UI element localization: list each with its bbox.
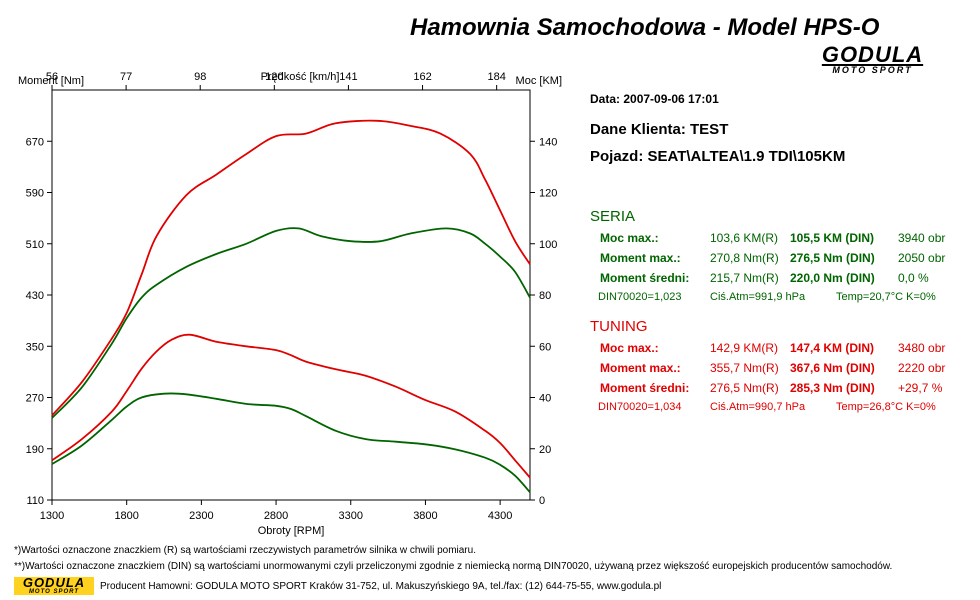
row-extra: 3480 obr xyxy=(898,341,946,355)
logo-text: GODULA xyxy=(22,575,86,590)
x2-axis-title: Prędkość [km/h] xyxy=(261,71,340,83)
footnote-r: *)Wartości oznaczone znaczkiem (R) są wa… xyxy=(14,545,476,556)
y-left-tick-label: 430 xyxy=(26,290,44,302)
row-r-value: 355,7 Nm(R) xyxy=(710,361,779,375)
y-right-tick-label: 40 xyxy=(539,393,551,405)
row-extra: 3940 obr xyxy=(898,231,946,245)
y-left-tick-label: 350 xyxy=(26,341,44,353)
godula-logo-small: GODULA MOTO SPORT xyxy=(14,575,94,595)
x2-tick-label: 98 xyxy=(194,71,206,83)
y-left-tick-label: 190 xyxy=(26,444,44,456)
x-tick-label: 1800 xyxy=(114,510,138,522)
y-left-tick-label: 670 xyxy=(26,136,44,148)
producer-info: Producent Hamowni: GODULA MOTO SPORT Kra… xyxy=(100,581,662,592)
x2-tick-label: 120 xyxy=(265,71,283,83)
godula-logo: GODULA MOTO SPORT xyxy=(815,42,930,76)
x-tick-label: 3300 xyxy=(339,510,363,522)
row-din-value: 105,5 KM (DIN) xyxy=(790,231,875,245)
chart-series xyxy=(51,119,531,493)
y-left-tick-label: 510 xyxy=(26,239,44,251)
row-r-value: 103,6 KM(R) xyxy=(710,231,779,245)
x-tick-label: 1300 xyxy=(40,510,64,522)
temperature: Temp=26,8°C K=0% xyxy=(836,401,936,413)
y-right-tick-label: 0 xyxy=(539,495,545,507)
row-label: Moc max.: xyxy=(600,341,659,355)
x2-tick-label: 77 xyxy=(120,71,132,83)
din-factor: DIN70020=1,034 xyxy=(598,401,682,413)
row-din-value: 220,0 Nm (DIN) xyxy=(790,271,875,285)
row-label: Moment średni: xyxy=(600,271,690,285)
atm-pressure: Ciś.Atm=991,9 hPa xyxy=(710,291,806,303)
x2-tick-label: 184 xyxy=(487,71,505,83)
x2-tick-label: 162 xyxy=(413,71,431,83)
y-left-axis-title: Moment [Nm] xyxy=(18,75,84,87)
row-din-value: 276,5 Nm (DIN) xyxy=(790,251,875,265)
row-r-value: 276,5 Nm(R) xyxy=(710,381,779,395)
seria-power-line xyxy=(51,227,531,419)
y-right-tick-label: 60 xyxy=(539,341,551,353)
row-r-value: 215,7 Nm(R) xyxy=(710,271,779,285)
seria-title: SERIA xyxy=(590,208,636,225)
row-din-value: 147,4 KM (DIN) xyxy=(790,341,875,355)
row-extra: 2050 obr xyxy=(898,251,946,265)
din-factor: DIN70020=1,023 xyxy=(598,291,682,303)
x-tick-label: 2800 xyxy=(264,510,288,522)
y-left-tick-label: 270 xyxy=(26,393,44,405)
row-extra: +29,7 % xyxy=(898,381,943,395)
y-right-tick-label: 120 xyxy=(539,188,557,200)
tuning-power-line xyxy=(51,119,531,417)
x-tick-label: 2300 xyxy=(189,510,213,522)
x-axis-title: Obroty [RPM] xyxy=(258,525,325,537)
row-label: Moment średni: xyxy=(600,381,690,395)
logo-subtext: MOTO SPORT xyxy=(28,589,80,595)
row-r-value: 270,8 Nm(R) xyxy=(710,251,779,265)
row-r-value: 142,9 KM(R) xyxy=(710,341,779,355)
client-name: Dane Klienta: TEST xyxy=(590,121,729,138)
row-extra: 0,0 % xyxy=(898,271,929,285)
measurement-date: Data: 2007-09-06 17:01 xyxy=(590,92,719,106)
logo-text: GODULA xyxy=(821,42,924,67)
seria-torque-line xyxy=(51,392,531,493)
chart-axes xyxy=(51,89,531,501)
row-din-value: 367,6 Nm (DIN) xyxy=(790,361,875,375)
y-left-tick-label: 110 xyxy=(26,495,44,507)
y-right-tick-label: 100 xyxy=(539,239,557,251)
tuning-title: TUNING xyxy=(590,318,648,335)
y-left-tick-label: 590 xyxy=(26,188,44,200)
row-din-value: 285,3 Nm (DIN) xyxy=(790,381,875,395)
logo-subtext: MOTO SPORT xyxy=(832,65,913,75)
y-right-tick-label: 20 xyxy=(539,444,551,456)
x-tick-label: 3800 xyxy=(413,510,437,522)
vehicle-name: Pojazd: SEAT\ALTEA\1.9 TDI\105KM xyxy=(590,148,846,165)
atm-pressure: Ciś.Atm=990,7 hPa xyxy=(710,401,806,413)
y-right-axis-title: Moc [KM] xyxy=(516,75,562,87)
x2-tick-label: 56 xyxy=(46,71,58,83)
plot-frame xyxy=(51,89,531,501)
y-right-tick-label: 80 xyxy=(539,290,551,302)
row-label: Moment max.: xyxy=(600,361,681,375)
x-tick-label: 4300 xyxy=(488,510,512,522)
tuning-torque-line xyxy=(51,333,531,479)
page-title: Hamownia Samochodowa - Model HPS-O xyxy=(410,14,880,41)
temperature: Temp=20,7°C K=0% xyxy=(836,291,936,303)
row-label: Moment max.: xyxy=(600,251,681,265)
footnote-din: **)Wartości oznaczone znaczkiem (DIN) są… xyxy=(14,561,893,572)
y-right-tick-label: 140 xyxy=(539,136,557,148)
row-label: Moc max.: xyxy=(600,231,659,245)
row-extra: 2220 obr xyxy=(898,361,946,375)
x2-tick-label: 141 xyxy=(339,71,357,83)
